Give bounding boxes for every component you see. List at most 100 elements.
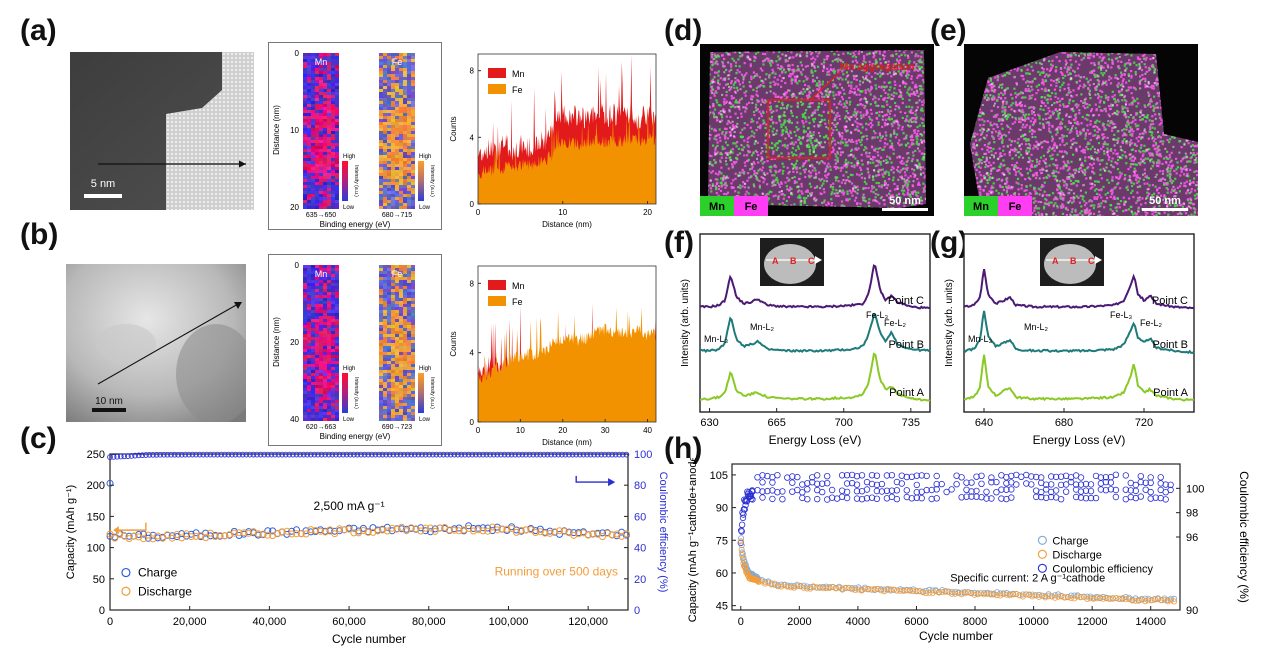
y-tick-label: 4 [470, 133, 475, 142]
y2-tick-label: 98 [1186, 508, 1198, 520]
map-ytick: 40 [290, 415, 299, 424]
map-xticks: 635→650 [306, 212, 336, 219]
y2-tick-label: 100 [634, 449, 652, 461]
days-annotation: Running over 500 days [495, 565, 618, 579]
x-tick-label: 14000 [1135, 616, 1166, 628]
colorbar-label: Intensity (a.u.) [429, 165, 435, 197]
y2-tick-label: 0 [634, 605, 640, 617]
spectrum-label: Point C [1152, 295, 1188, 307]
spectrum-label: Point A [1153, 387, 1189, 399]
spectrum-label: Point B [889, 339, 924, 351]
x-tick-label: 120,000 [568, 616, 608, 628]
inset-letter: A [1052, 256, 1059, 266]
peak-label: Fe-L₂ [1140, 318, 1163, 328]
y-tick-label: 100 [87, 543, 105, 555]
peak-label: Mn-L₃ [704, 334, 729, 344]
map-xlabel: Binding energy (eV) [320, 220, 391, 229]
colorbar [342, 373, 348, 413]
x-tick-label: 60,000 [332, 616, 366, 628]
stem-image-a: 5 nm [70, 52, 254, 210]
heatmap-fe [379, 265, 415, 421]
colorbar-high: High [343, 366, 355, 372]
x-axis-label: Cycle number [919, 629, 993, 643]
legend-swatch-mn [488, 280, 506, 290]
x-axis-label: Distance (nm) [542, 220, 592, 229]
scale-label-a: 5 nm [91, 178, 115, 190]
x-tick-label: 735 [902, 417, 920, 429]
legend-label-fe: Fe [745, 201, 758, 213]
inset-letter: C [808, 256, 815, 266]
colorbar [418, 373, 424, 413]
scale-label-e: 50 nm [1149, 195, 1181, 207]
colorbar-high: High [343, 154, 355, 160]
x-axis-label: Cycle number [332, 632, 406, 646]
legend-label-discharge: Discharge [138, 584, 192, 598]
rate-annotation: 2,500 mA g⁻¹ [314, 499, 385, 513]
x-tick-label: 0 [476, 208, 481, 217]
colorbar-low: Low [343, 205, 355, 211]
x-tick-label: 40 [643, 426, 652, 435]
y-tick-label: 60 [716, 568, 728, 580]
x-tick-label: 80,000 [412, 616, 446, 628]
map-ytick: 20 [290, 203, 299, 212]
spectrum-label: Point A [889, 387, 925, 399]
y2-tick-label: 100 [1186, 483, 1204, 495]
y-tick-label: 150 [87, 511, 105, 523]
y2-tick-label: 96 [1186, 532, 1198, 544]
x-tick-label: 6000 [904, 616, 928, 628]
scale-bar-b [92, 408, 126, 412]
legend-label-fe: Fe [512, 85, 523, 95]
colorbar-low: Low [343, 417, 355, 423]
y2-tick-label: 60 [634, 511, 646, 523]
x-tick-label: 0 [476, 426, 481, 435]
legend-label-mn: Mn [973, 201, 989, 213]
y2-tick-label: 20 [634, 574, 646, 586]
x-tick-label: 10 [558, 208, 567, 217]
legend-label-mn: Mn [709, 201, 725, 213]
heatmap-fe [379, 53, 415, 209]
peak-label: Fe-L₂ [884, 318, 907, 328]
y-tick-label: 90 [716, 503, 728, 515]
legend-label-charge: Charge [1052, 535, 1088, 547]
colorbar-high: High [419, 154, 431, 160]
y-axis-label: Intensity (arb. units) [944, 279, 955, 367]
y-tick-label: 75 [716, 535, 728, 547]
x-tick-label: 20 [643, 208, 652, 217]
y-axis-label: Counts [449, 116, 458, 141]
map-xticks: 690→723 [382, 424, 412, 431]
inset-letter: B [1070, 256, 1077, 266]
colorbar-label: Intensity (a.u.) [429, 377, 435, 409]
x-tick-label: 10 [516, 426, 525, 435]
map-xlabel: Binding energy (eV) [320, 432, 391, 441]
panel-label-b: (b) [20, 218, 58, 252]
inset-letter: A [772, 256, 779, 266]
x-tick-label: 665 [767, 417, 785, 429]
x-tick-label: 700 [835, 417, 853, 429]
series-area-fe [478, 307, 656, 422]
x-tick-label: 2000 [787, 616, 811, 628]
map-xticks: 620→663 [306, 424, 336, 431]
peak-label: Mn-L₂ [750, 322, 775, 332]
y-axis-label: Capacity (mAh g⁻¹cathode+anode) [687, 458, 699, 622]
heatmap-mn [303, 53, 339, 209]
peak-label: Mn-L₂ [1024, 322, 1049, 332]
map-xticks: 680→715 [382, 212, 412, 219]
x-tick-label: 680 [1055, 417, 1073, 429]
legend-swatch-fe [488, 84, 506, 94]
heatmap-mn [303, 265, 339, 421]
legend-label-fe: Fe [512, 297, 523, 307]
y2-tick-label: 80 [634, 480, 646, 492]
x-tick-label: 30 [601, 426, 610, 435]
legend-swatch-mn [488, 68, 506, 78]
